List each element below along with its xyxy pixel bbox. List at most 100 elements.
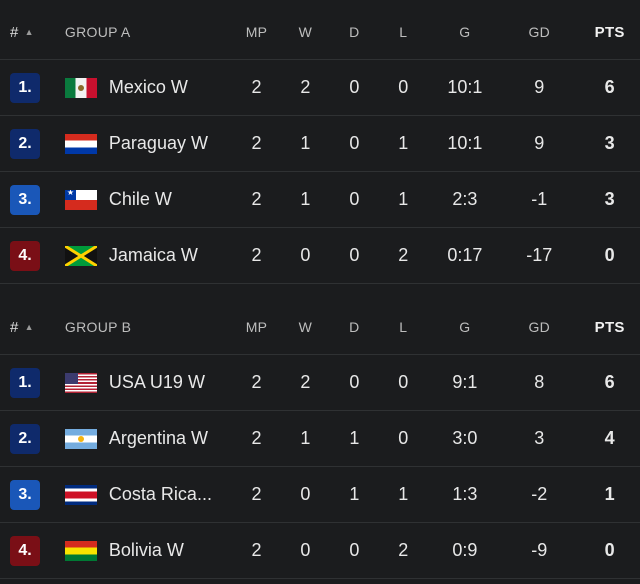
- pts-cell: 0: [604, 540, 615, 560]
- w-cell: 1: [300, 428, 311, 448]
- rank-badge: 4.: [10, 535, 40, 566]
- mp-cell: 2: [251, 540, 262, 560]
- group-b-table: # ▲ GROUP B MP W D L G GD PTS 1. USA U19…: [0, 300, 640, 579]
- team-name[interactable]: Chile W: [108, 189, 172, 209]
- d-cell: 0: [349, 189, 360, 209]
- table-row[interactable]: 3. Chile W 2 1 0 1 2:3 -1 3: [0, 171, 640, 227]
- group-label: GROUP A: [64, 24, 131, 40]
- gd-cell: -2: [531, 484, 548, 504]
- rank-badge: 1.: [10, 72, 40, 103]
- team-name[interactable]: Mexico W: [108, 77, 188, 97]
- d-cell: 0: [349, 372, 360, 392]
- table-row[interactable]: 4. Bolivia W 2 0 0 2 0:9 -9 0: [0, 522, 640, 579]
- gd-header[interactable]: GD: [528, 319, 551, 335]
- l-cell: 2: [398, 245, 409, 265]
- team-name[interactable]: USA U19 W: [108, 372, 205, 392]
- rank-badge: 4.: [10, 240, 40, 271]
- pts-header[interactable]: PTS: [594, 318, 625, 336]
- gd-cell: -1: [531, 189, 548, 209]
- gd-cell: -9: [531, 540, 548, 560]
- group-a-table: # ▲ GROUP A MP W D L G GD PTS 1. Mexico …: [0, 5, 640, 284]
- g-cell: 3:0: [452, 428, 478, 448]
- g-cell: 0:9: [452, 540, 478, 560]
- pts-cell: 3: [604, 189, 615, 209]
- rank-badge: 3.: [10, 479, 40, 510]
- rank-header[interactable]: # ▲: [0, 319, 59, 336]
- g-header[interactable]: G: [459, 24, 471, 40]
- pts-cell: 6: [604, 372, 615, 392]
- g-cell: 10:1: [447, 133, 483, 153]
- d-header[interactable]: D: [349, 319, 360, 335]
- team-name[interactable]: Argentina W: [108, 428, 208, 448]
- mp-cell: 2: [251, 428, 262, 448]
- pts-header[interactable]: PTS: [594, 23, 625, 41]
- d-cell: 1: [349, 428, 360, 448]
- mp-cell: 2: [251, 245, 262, 265]
- d-cell: 0: [349, 540, 360, 560]
- table-row[interactable]: 1. Mexico W 2 2 0 0 10:1 9 6: [0, 59, 640, 115]
- mp-cell: 2: [251, 484, 262, 504]
- mp-header[interactable]: MP: [245, 24, 268, 40]
- bolivia-flag-icon: [64, 540, 97, 561]
- usa-flag-icon: [64, 372, 97, 393]
- team-name[interactable]: Paraguay W: [108, 133, 208, 153]
- group-spacer: [0, 284, 640, 300]
- g-header[interactable]: G: [459, 319, 471, 335]
- l-cell: 1: [398, 484, 409, 504]
- rank-header-label: #: [10, 318, 19, 336]
- table-row[interactable]: 3. Costa Rica... 2 0 1 1 1:3 -2 1: [0, 466, 640, 522]
- chile-flag-icon: [64, 189, 97, 210]
- pts-cell: 0: [604, 245, 615, 265]
- w-cell: 0: [300, 245, 311, 265]
- table-row[interactable]: 4. Jamaica W 2 0 0 2 0:17 -17 0: [0, 227, 640, 284]
- l-cell: 2: [398, 540, 409, 560]
- argentina-flag-icon: [64, 428, 97, 449]
- table-row[interactable]: 2. Argentina W 2 1 1 0 3:0 3 4: [0, 410, 640, 466]
- d-cell: 1: [349, 484, 360, 504]
- table-header: # ▲ GROUP A MP W D L G GD PTS: [0, 5, 640, 59]
- w-header[interactable]: W: [298, 24, 313, 40]
- team-name[interactable]: Bolivia W: [108, 540, 184, 560]
- g-cell: 1:3: [452, 484, 478, 504]
- pts-cell: 3: [604, 133, 615, 153]
- l-cell: 0: [398, 372, 409, 392]
- d-cell: 0: [349, 133, 360, 153]
- rank-header[interactable]: # ▲: [0, 24, 59, 41]
- d-cell: 0: [349, 245, 360, 265]
- l-cell: 0: [398, 77, 409, 97]
- mp-header[interactable]: MP: [245, 319, 268, 335]
- team-name[interactable]: Costa Rica...: [108, 484, 212, 504]
- paraguay-flag-icon: [64, 133, 97, 154]
- jamaica-flag-icon: [64, 245, 97, 266]
- w-header[interactable]: W: [298, 319, 313, 335]
- l-cell: 1: [398, 189, 409, 209]
- w-cell: 1: [300, 133, 311, 153]
- table-row[interactable]: 1. USA U19 W 2 2 0 0 9:1 8 6: [0, 354, 640, 410]
- gd-cell: 9: [534, 77, 545, 97]
- l-cell: 1: [398, 133, 409, 153]
- l-header[interactable]: L: [399, 319, 408, 335]
- l-header[interactable]: L: [399, 24, 408, 40]
- group-header: GROUP A: [59, 24, 235, 40]
- gd-cell: 9: [534, 133, 545, 153]
- team-name[interactable]: Jamaica W: [108, 245, 198, 265]
- gd-cell: 3: [534, 428, 545, 448]
- d-header[interactable]: D: [349, 24, 360, 40]
- rank-badge: 2.: [10, 423, 40, 454]
- sort-ascending-icon[interactable]: ▲: [24, 27, 34, 37]
- pts-cell: 6: [604, 77, 615, 97]
- table-row[interactable]: 2. Paraguay W 2 1 0 1 10:1 9 3: [0, 115, 640, 171]
- g-cell: 9:1: [452, 372, 478, 392]
- group-header: GROUP B: [59, 319, 235, 335]
- gd-cell: 8: [534, 372, 545, 392]
- w-cell: 2: [300, 372, 311, 392]
- table-header: # ▲ GROUP B MP W D L G GD PTS: [0, 300, 640, 354]
- sort-ascending-icon[interactable]: ▲: [24, 322, 34, 332]
- gd-cell: -17: [526, 245, 553, 265]
- gd-header[interactable]: GD: [528, 24, 551, 40]
- mexico-flag-icon: [64, 77, 97, 98]
- mp-cell: 2: [251, 372, 262, 392]
- g-cell: 10:1: [447, 77, 483, 97]
- rank-header-label: #: [10, 23, 19, 41]
- g-cell: 2:3: [452, 189, 478, 209]
